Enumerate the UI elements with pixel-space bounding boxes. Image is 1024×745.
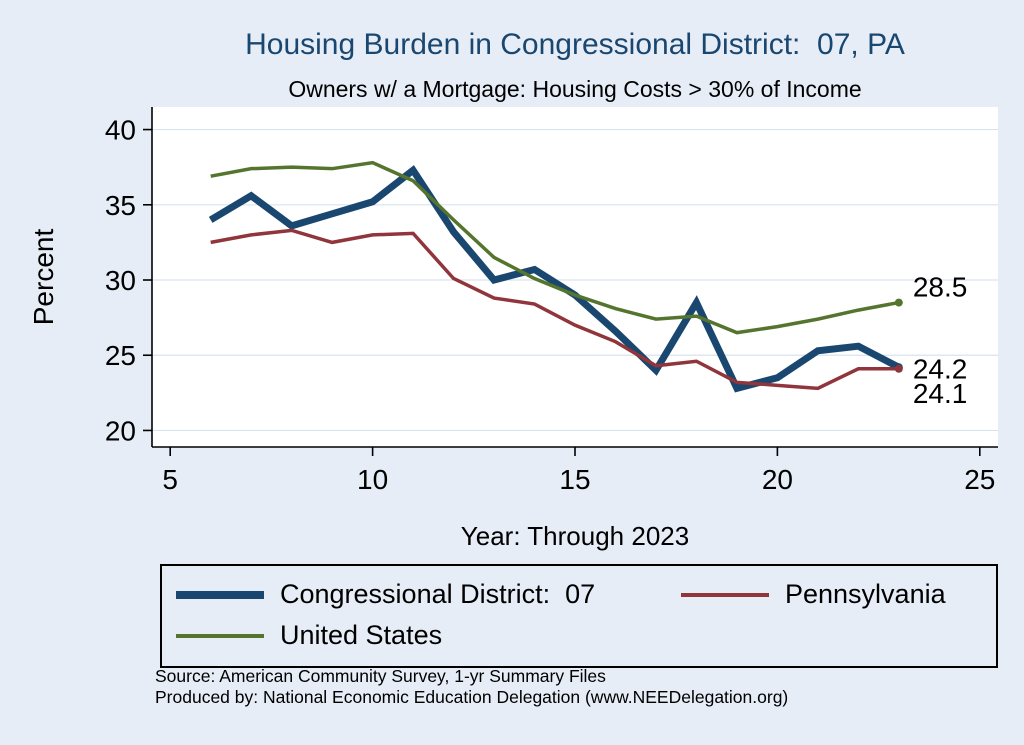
x-tick-label: 20	[762, 464, 793, 495]
legend-item: United States	[176, 620, 681, 651]
y-tick-label: 30	[105, 265, 136, 296]
pennsylvania-line	[210, 228, 899, 391]
y-tick-label: 20	[105, 415, 136, 446]
source-note: Source: American Community Survey, 1-yr …	[155, 666, 1015, 709]
source-line-1: Source: American Community Survey, 1-yr …	[155, 666, 606, 686]
pennsylvania-end-marker	[894, 364, 903, 373]
x-axis-title: Year: Through 2023	[460, 521, 690, 551]
legend-item: Congressional District: 07	[176, 579, 681, 610]
legend-item: Pennsylvania	[681, 579, 946, 610]
chart-title: Housing Burden in Congressional District…	[245, 28, 905, 61]
legend-row: United States	[176, 615, 996, 656]
x-tick-label: 10	[357, 464, 388, 495]
end-value-label: 28.5	[913, 272, 968, 303]
chart-subtitle: Owners w/ a Mortgage: Housing Costs > 30…	[288, 76, 862, 102]
source-line-2: Produced by: National Economic Education…	[155, 687, 789, 708]
legend-label: Pennsylvania	[785, 579, 946, 609]
legend-row: Congressional District: 07 Pennsylvania	[176, 574, 996, 615]
united-states-end-marker	[894, 298, 903, 307]
legend-label: Congressional District: 07	[280, 579, 596, 609]
end-value-label: 24.1	[913, 378, 968, 409]
legend: Congressional District: 07 Pennsylvania …	[160, 564, 998, 668]
cd07-line-swatch	[176, 590, 264, 599]
plot-area	[152, 107, 998, 447]
end-value-label: 24.2	[913, 353, 968, 384]
legend-label: United States	[280, 620, 443, 650]
y-tick-label: 35	[105, 190, 136, 221]
pennsylvania-line-swatch	[681, 592, 769, 597]
x-tick-label: 5	[162, 464, 178, 495]
united-states-line	[210, 160, 900, 335]
x-tick-label: 15	[559, 464, 590, 495]
united-states-line-swatch	[176, 633, 264, 638]
x-tick-label: 25	[964, 464, 995, 495]
line-chart-canvas: 20 25 30 35 40 5 10 15 20 25 28.5 24.224.1	[105, 107, 998, 495]
congressional-district-07-line	[208, 165, 901, 393]
y-tick-label: 40	[105, 115, 136, 146]
y-tick-label: 25	[105, 340, 136, 371]
